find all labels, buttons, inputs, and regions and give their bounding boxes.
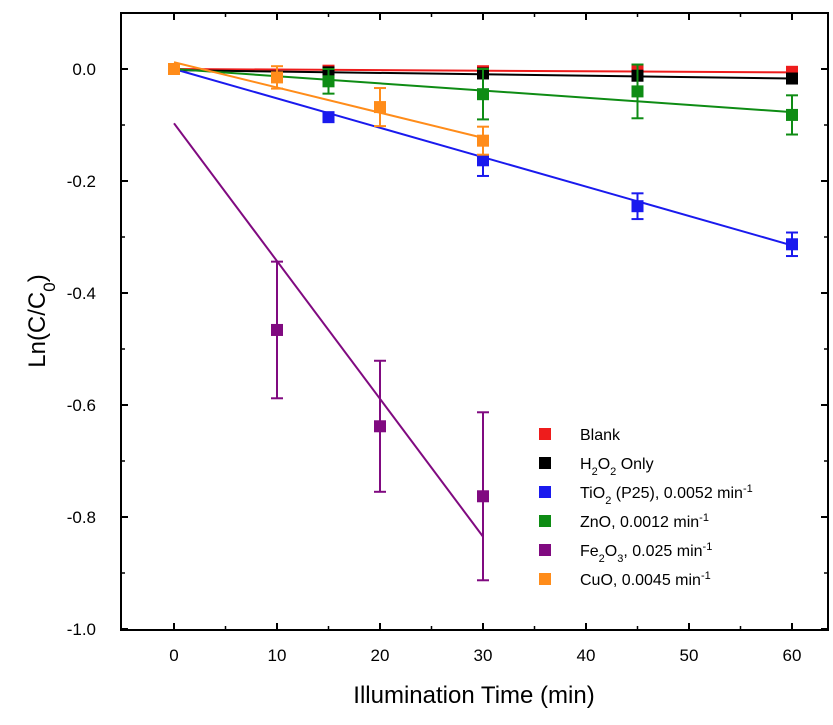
data-point bbox=[477, 154, 489, 167]
y-tick-label: -0.2 bbox=[67, 172, 96, 191]
legend-marker bbox=[539, 544, 551, 556]
y-tick-label: 0.0 bbox=[72, 60, 96, 79]
legend-marker bbox=[539, 515, 551, 527]
data-point bbox=[477, 134, 489, 147]
x-tick-label: 60 bbox=[783, 646, 802, 665]
fit-line bbox=[173, 61, 484, 139]
y-tick-label: -0.4 bbox=[67, 284, 96, 303]
legend-label: H2O2 Only bbox=[580, 456, 654, 478]
fit-line bbox=[173, 122, 484, 538]
x-tick-label: 30 bbox=[474, 646, 493, 665]
legend-marker bbox=[539, 486, 551, 498]
legend-marker bbox=[539, 573, 551, 585]
data-point bbox=[477, 88, 489, 101]
data-point bbox=[374, 420, 386, 433]
legend-label: Fe2O3, 0.025 min-1 bbox=[580, 541, 712, 565]
data-point bbox=[271, 323, 283, 336]
legend-label: CuO, 0.0045 min-1 bbox=[580, 570, 711, 589]
data-points bbox=[168, 63, 798, 582]
legend-label: ZnO, 0.0012 min-1 bbox=[580, 512, 709, 531]
y-tick-label: -0.6 bbox=[67, 396, 96, 415]
data-point bbox=[374, 101, 386, 114]
x-axis-title: Illumination Time (min) bbox=[353, 682, 594, 709]
plot-frame bbox=[120, 12, 829, 631]
data-point bbox=[786, 72, 798, 85]
x-tick-label: 40 bbox=[577, 646, 596, 665]
data-point bbox=[168, 63, 180, 75]
x-tick-label: 10 bbox=[268, 646, 287, 665]
legend-marker bbox=[539, 457, 551, 469]
legend-label: TiO2 (P25), 0.0052 min-1 bbox=[580, 483, 753, 507]
data-point bbox=[477, 490, 489, 503]
y-tick-label: -0.8 bbox=[67, 508, 96, 527]
data-point bbox=[322, 75, 335, 88]
data-point bbox=[786, 108, 798, 121]
y-tick-label: -1.0 bbox=[67, 620, 96, 639]
legend: Blank H2O2 Only TiO2 (P25), 0.0052 min-1 Zn… bbox=[539, 427, 753, 589]
x-tick-label: 0 bbox=[169, 646, 178, 665]
data-point bbox=[631, 85, 644, 98]
axis-ticks: 0 10 20 30 40 50 60 0.0 -0.2 -0.4 -0.6 -0.8 -1.0 bbox=[67, 13, 828, 665]
data-point bbox=[271, 71, 283, 84]
data-point bbox=[322, 111, 335, 124]
y-axis-title: Ln(C/C0) bbox=[24, 274, 59, 368]
x-tick-label: 20 bbox=[371, 646, 390, 665]
data-point bbox=[786, 238, 798, 251]
data-point bbox=[631, 200, 644, 213]
legend-marker bbox=[539, 428, 551, 440]
x-tick-label: 50 bbox=[680, 646, 699, 665]
legend-label: Blank bbox=[580, 427, 621, 444]
